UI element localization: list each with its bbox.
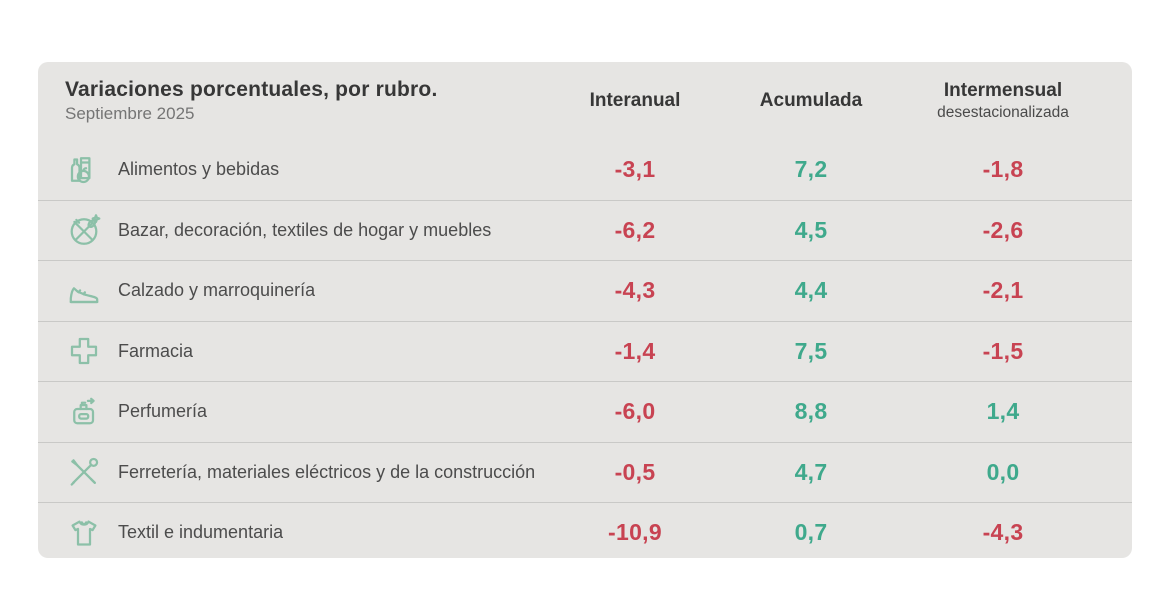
row-value: -1,4: [614, 337, 656, 364]
row-value: 4,4: [794, 277, 828, 304]
row-label-cell: Perfumería: [65, 393, 548, 431]
row-value: -6,0: [614, 398, 656, 425]
column-header-acumulada: Acumulada: [759, 89, 863, 111]
table-row: Alimentos y bebidas -3,1 7,2 -1,8: [38, 140, 1132, 200]
table-row: Perfumería -6,0 8,8 1,4: [38, 381, 1132, 442]
column-header-interanual: Interanual: [589, 89, 681, 111]
row-value: -1,5: [982, 337, 1024, 364]
row-value: 1,4: [986, 398, 1020, 425]
table-row: Ferretería, materiales eléctricos y de l…: [38, 441, 1132, 503]
row-label-cell: Bazar, decoración, textiles de hogar y m…: [65, 211, 548, 249]
shoe-icon: [65, 272, 103, 310]
tools-icon: [65, 453, 103, 491]
row-label-cell: Ferretería, materiales eléctricos y de l…: [65, 453, 548, 491]
row-value: -1,8: [982, 156, 1024, 183]
row-label: Calzado y marroquinería: [118, 280, 316, 301]
row-label: Farmacia: [118, 340, 194, 361]
page-title: Variaciones porcentuales, por rubro.: [65, 78, 438, 102]
row-value: 4,7: [794, 458, 828, 485]
table-row: Bazar, decoración, textiles de hogar y m…: [38, 199, 1132, 261]
row-value: 7,5: [794, 337, 828, 364]
title-block: Variaciones porcentuales, por rubro. Sep…: [65, 77, 548, 125]
perfume-icon: [65, 393, 103, 431]
row-value: -4,3: [982, 519, 1024, 546]
pharmacy-cross-icon: [65, 332, 103, 370]
row-value: -3,1: [614, 156, 656, 183]
table-row: Textil e indumentaria -10,9 0,7 -4,3: [38, 502, 1132, 563]
row-label-cell: Textil e indumentaria: [65, 514, 548, 552]
period-subtitle: Septiembre 2025: [65, 104, 195, 124]
row-label: Bazar, decoración, textiles de hogar y m…: [118, 219, 492, 240]
row-label-cell: Farmacia: [65, 332, 548, 370]
table-row: Farmacia -1,4 7,5 -1,5: [38, 320, 1132, 382]
row-value: -2,6: [982, 216, 1024, 243]
column-subheader-desestacionalizada: desestacionalizada: [937, 103, 1069, 121]
row-value: 7,2: [794, 156, 828, 183]
row-value: -10,9: [608, 519, 662, 546]
row-value: 0,0: [986, 458, 1020, 485]
row-label-cell: Calzado y marroquinería: [65, 272, 548, 310]
row-value: 0,7: [794, 519, 828, 546]
row-label: Textil e indumentaria: [118, 522, 284, 543]
groceries-icon: [65, 151, 103, 189]
row-value: -6,2: [614, 216, 656, 243]
row-label: Alimentos y bebidas: [118, 159, 280, 180]
row-value: -4,3: [614, 277, 656, 304]
row-value: -0,5: [614, 458, 656, 485]
tshirt-icon: [65, 514, 103, 552]
row-value: 4,5: [794, 216, 828, 243]
table-row: Calzado y marroquinería -4,3 4,4 -2,1: [38, 260, 1132, 321]
row-label: Ferretería, materiales eléctricos y de l…: [118, 461, 536, 482]
table-body: Alimentos y bebidas -3,1 7,2 -1,8 Bazar,…: [38, 140, 1132, 563]
row-label: Perfumería: [118, 401, 208, 422]
row-label-cell: Alimentos y bebidas: [65, 151, 548, 189]
variations-table-card: Variaciones porcentuales, por rubro. Sep…: [38, 62, 1132, 558]
column-header-intermensual: Intermensual desestacionalizada: [900, 80, 1106, 121]
tableware-icon: [65, 211, 103, 249]
row-value: -2,1: [982, 277, 1024, 304]
table-header: Variaciones porcentuales, por rubro. Sep…: [38, 62, 1132, 140]
row-value: 8,8: [794, 398, 828, 425]
